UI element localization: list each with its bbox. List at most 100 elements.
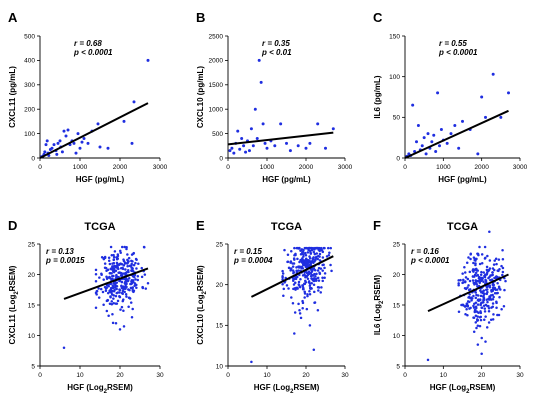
data-point	[475, 268, 478, 272]
data-point	[480, 253, 484, 256]
data-point	[316, 269, 320, 272]
data-point	[293, 311, 297, 314]
x-tick-label: 1000	[436, 164, 451, 171]
data-point	[109, 245, 113, 249]
data-point	[497, 258, 501, 261]
y-tick-label: 500	[212, 131, 223, 138]
data-point	[491, 305, 495, 309]
data-point	[323, 276, 326, 279]
data-point	[131, 267, 134, 271]
data-point	[62, 346, 66, 349]
data-point	[476, 279, 480, 283]
data-point	[316, 122, 320, 126]
data-point	[130, 315, 134, 319]
data-point	[483, 292, 486, 295]
data-point	[472, 304, 475, 308]
data-point	[468, 270, 472, 274]
r-value-label: r = 0.13	[46, 247, 74, 256]
panel-title: TCGA	[447, 221, 478, 233]
data-point	[125, 285, 128, 289]
data-point	[468, 307, 471, 310]
data-point	[434, 149, 438, 153]
data-point	[55, 152, 59, 156]
data-point	[128, 296, 131, 300]
data-point	[127, 279, 130, 282]
data-point	[472, 261, 475, 265]
x-tick-label: 0	[226, 164, 230, 171]
data-point	[485, 268, 489, 272]
data-point	[127, 277, 131, 280]
data-point	[475, 310, 479, 314]
y-tick-label: 10	[28, 333, 36, 340]
data-point	[289, 261, 292, 264]
data-point	[296, 275, 299, 279]
y-axis-label: IL6 (Log2RSEM)	[373, 275, 385, 336]
data-point	[498, 286, 501, 290]
data-point	[110, 253, 113, 257]
p-value-label: p < 0.0001	[438, 48, 478, 57]
data-point	[133, 275, 136, 279]
data-point	[317, 266, 321, 270]
data-point	[308, 324, 312, 327]
data-point	[297, 302, 300, 306]
data-point	[62, 129, 66, 133]
data-point	[416, 123, 420, 127]
x-tick-label: 10	[263, 372, 271, 379]
data-point	[478, 315, 482, 319]
r-value-label: r = 0.16	[411, 247, 439, 256]
data-point	[82, 136, 86, 140]
data-point	[263, 141, 267, 145]
data-point	[319, 291, 322, 294]
regression-line	[427, 273, 509, 313]
data-point	[311, 268, 314, 271]
data-point	[468, 279, 472, 283]
data-point	[492, 268, 496, 272]
data-point	[110, 289, 114, 293]
data-point	[308, 259, 311, 263]
data-point	[60, 150, 64, 154]
data-point	[467, 288, 471, 292]
data-point	[287, 287, 290, 290]
data-point	[122, 272, 126, 275]
data-point	[484, 315, 487, 318]
data-point	[101, 290, 105, 294]
data-point	[113, 286, 117, 289]
data-point	[492, 263, 496, 266]
data-point	[78, 146, 82, 150]
p-value-label: p < 0.0001	[73, 48, 113, 57]
data-point	[495, 291, 499, 295]
x-tick-label: 0	[403, 164, 407, 171]
data-point	[420, 144, 424, 148]
data-point	[306, 293, 309, 296]
data-point	[463, 271, 467, 274]
data-point	[457, 146, 461, 150]
data-point	[476, 343, 480, 346]
data-point	[112, 267, 116, 270]
data-point	[473, 273, 477, 277]
data-point	[111, 312, 114, 316]
data-point	[308, 141, 312, 145]
x-tick-label: 2000	[474, 164, 489, 171]
data-point	[312, 283, 316, 286]
data-point	[482, 304, 486, 308]
y-tick-label: 500	[24, 33, 35, 40]
data-point	[136, 275, 140, 278]
panel-title: TCGA	[84, 221, 115, 233]
data-point	[115, 291, 118, 295]
data-point	[111, 262, 114, 265]
data-point	[292, 262, 296, 265]
data-point	[486, 290, 489, 294]
data-point	[461, 119, 464, 123]
data-point	[232, 151, 236, 155]
p-value-label: p < 0.0001	[410, 256, 450, 265]
data-point	[127, 288, 130, 291]
y-tick-label: 10	[393, 333, 401, 340]
data-point	[445, 141, 449, 145]
data-point	[308, 293, 312, 296]
y-tick-label: 15	[28, 302, 36, 309]
data-point	[295, 266, 298, 269]
data-point	[478, 324, 482, 328]
data-point	[472, 270, 475, 273]
data-point	[301, 262, 305, 266]
